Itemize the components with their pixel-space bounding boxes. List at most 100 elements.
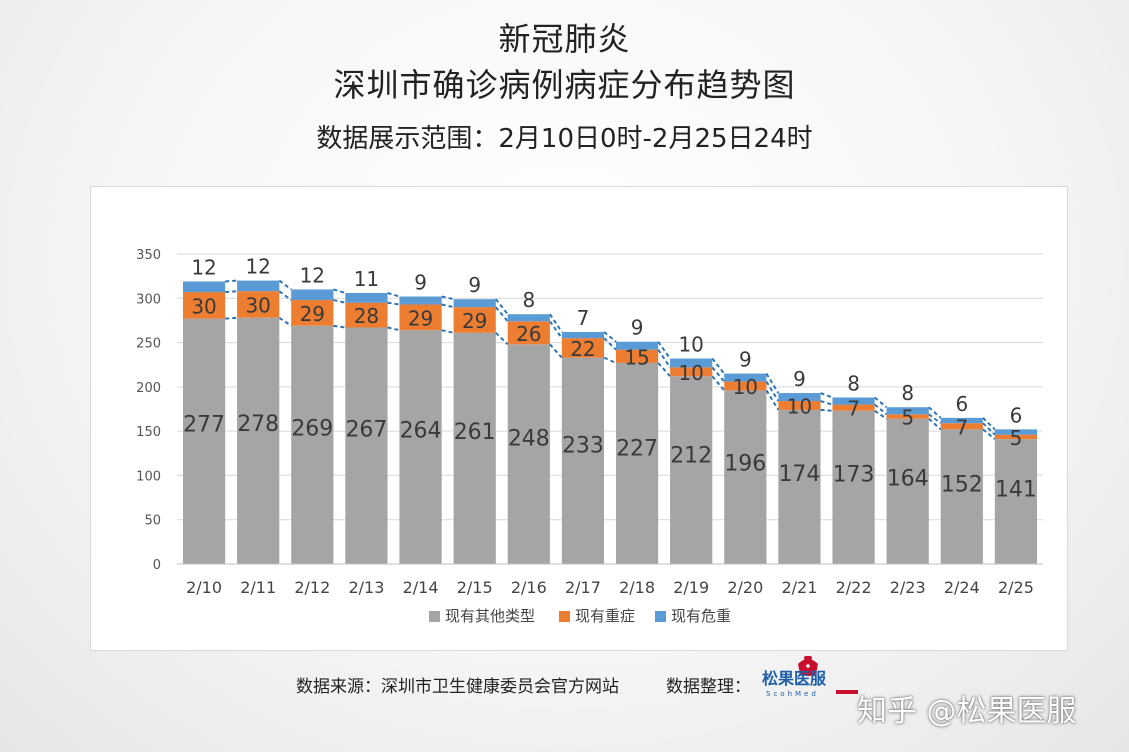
bar-critical: [182, 281, 226, 293]
data-label-severe: 5: [901, 406, 914, 430]
bar-severe: [994, 434, 1038, 440]
x-tick-label: 2/17: [565, 578, 601, 597]
bar-critical: [237, 280, 280, 292]
data-label-critical: 10: [678, 333, 703, 357]
bar-critical: [345, 292, 388, 303]
data-label-other: 174: [778, 462, 820, 487]
bar-other: [291, 325, 334, 564]
bar-other: [724, 390, 767, 564]
bar-other: [453, 332, 496, 564]
data-label-other: 269: [291, 416, 333, 441]
data-label-critical: 8: [847, 371, 860, 395]
legend-swatch: [655, 611, 666, 622]
series-connector-line: [874, 409, 888, 420]
data-label-critical: 8: [901, 381, 914, 405]
data-label-other: 264: [400, 419, 442, 444]
bar-critical: [778, 393, 821, 402]
bar-other: [886, 418, 929, 564]
data-label-severe: 29: [408, 306, 433, 330]
data-label-other: 173: [833, 462, 875, 487]
bar-critical: [940, 417, 983, 424]
bar-critical: [615, 341, 659, 350]
data-label-severe: 28: [354, 304, 379, 328]
x-tick-label: 2/23: [890, 578, 926, 597]
data-label-other: 212: [670, 444, 712, 469]
x-tick-label: 2/21: [781, 578, 817, 597]
bar-severe: [670, 367, 713, 377]
zhihu-watermark: 知乎 @松果医服: [857, 694, 1077, 729]
data-label-other: 152: [941, 472, 983, 497]
data-label-critical: 6: [1010, 403, 1023, 427]
data-label-severe: 29: [462, 309, 487, 333]
logo-text: 松果医服: [762, 669, 827, 688]
legend-swatch: [559, 611, 570, 622]
series-connector-line: [820, 400, 833, 406]
series-connector-line: [820, 408, 833, 412]
series-connector-line: [657, 362, 671, 377]
bar-severe: [507, 321, 550, 345]
series-connector-line: [441, 295, 454, 301]
data-label-critical: 9: [793, 367, 806, 391]
bar-severe: [724, 381, 767, 391]
bar-severe: [940, 423, 983, 430]
x-tick-label: 2/25: [998, 578, 1034, 597]
series-connector-line: [603, 337, 617, 351]
bar-critical: [832, 397, 875, 405]
series-connector-line: [820, 392, 833, 399]
x-tick-label: 2/15: [457, 578, 493, 597]
bar-critical: [399, 296, 442, 305]
y-tick-label: 200: [136, 381, 161, 396]
series-connector-line: [441, 303, 454, 309]
series-connector-line: [441, 329, 454, 334]
bar-severe: [615, 349, 659, 363]
x-tick-label: 2/16: [511, 578, 547, 597]
data-label-severe: 5: [1010, 426, 1023, 450]
series-connector-line: [982, 428, 996, 440]
data-label-other: 278: [237, 412, 279, 437]
chart-title: 新冠肺炎: [498, 20, 631, 58]
data-label-severe: 22: [570, 337, 595, 361]
series-connector-line: [603, 331, 617, 343]
data-curator-label: 数据整理：: [666, 677, 751, 697]
data-label-other: 267: [345, 417, 387, 442]
series-connector-line: [928, 406, 942, 419]
series-connector-line: [278, 316, 292, 327]
bar-critical: [507, 314, 550, 322]
series-connector-line: [225, 290, 238, 294]
bar-critical: [453, 299, 496, 308]
x-tick-label: 2/14: [403, 578, 439, 597]
bar-critical: [561, 331, 605, 339]
y-tick-label: 250: [136, 337, 161, 352]
bar-critical: [291, 289, 334, 301]
x-tick-label: 2/18: [619, 578, 655, 597]
bar-severe: [561, 338, 605, 358]
series-connector-line: [765, 373, 780, 394]
stacked-bar-chart: 0 50 100 150 200 250 300 350 277 30 12 2/10 278 30 12 2…: [136, 248, 1043, 625]
series-connector-line: [982, 417, 996, 431]
bar-other: [940, 429, 983, 564]
data-label-other: 141: [995, 478, 1037, 503]
data-label-severe: 7: [847, 397, 860, 421]
bar-severe: [182, 292, 226, 319]
series-connector-line: [549, 313, 563, 333]
data-label-critical: 8: [522, 288, 535, 312]
data-label-critical: 12: [191, 255, 216, 279]
series-connector-line: [928, 413, 942, 424]
chart-subtitle: 数据展示范围：2月10日0时-2月25日24时: [316, 124, 813, 154]
series-connector-line: [225, 279, 238, 283]
series-connector-line: [387, 326, 400, 332]
series-connector-line: [333, 324, 346, 329]
legend-swatch: [429, 611, 440, 622]
series-connector-line: [495, 306, 509, 322]
data-label-severe: 30: [245, 293, 270, 317]
data-source-text: 数据来源：深圳市卫生健康委员会官方网站: [296, 677, 619, 697]
bar-other: [615, 362, 659, 564]
data-label-other: 227: [616, 436, 658, 461]
data-label-critical: 11: [354, 267, 379, 291]
logo-accent-bar: [836, 690, 858, 694]
x-tick-label: 2/13: [348, 578, 384, 597]
bar-other: [778, 409, 821, 564]
bar-other: [670, 376, 713, 564]
x-tick-label: 2/20: [727, 578, 763, 597]
data-label-critical: 12: [300, 263, 325, 287]
